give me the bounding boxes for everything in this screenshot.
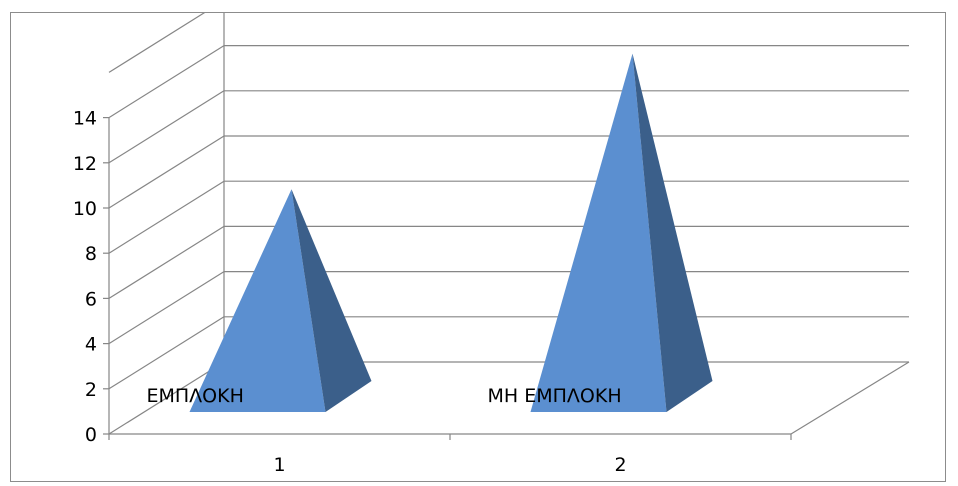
grid-layer [103, 13, 910, 440]
y-tick-label: 14 [73, 108, 97, 130]
pyramid-chart: 0 2 4 6 8 10 12 14 ΕΜΠΛΟΚΗ 1 ΜΗ ΕΜΠΛΟΚΗ 2 [73, 13, 910, 476]
chart-frame: 0 2 4 6 8 10 12 14 ΕΜΠΛΟΚΗ 1 ΜΗ ΕΜΠΛΟΚΗ 2 [10, 12, 946, 482]
y-tick-label: 4 [85, 334, 97, 356]
y-tick-label: 2 [85, 379, 97, 401]
y-tick-label: 12 [73, 153, 97, 175]
pyramid-bar [530, 53, 713, 412]
side-gridline [108, 225, 225, 299]
pyramid-side-face [291, 189, 372, 412]
side-gridline [108, 13, 206, 73]
pyramid-front-face [530, 53, 667, 412]
x-tick-label: 1 [273, 454, 285, 476]
y-tick-label: 0 [85, 424, 97, 446]
pyramid-front-face [189, 189, 326, 412]
bars-layer [189, 53, 713, 412]
side-gridline [108, 135, 225, 209]
side-gridline [108, 271, 225, 345]
y-tick-label: 6 [85, 288, 97, 310]
y-tick-label: 8 [85, 243, 97, 265]
side-gridline [108, 90, 225, 164]
side-gridline [108, 45, 225, 119]
pyramid-side-face [632, 53, 713, 412]
data-label: ΜΗ ΕΜΠΛΟΚΗ [488, 385, 622, 407]
y-tick-label: 10 [73, 198, 97, 220]
labels-layer: 0 2 4 6 8 10 12 14 ΕΜΠΛΟΚΗ 1 ΜΗ ΕΜΠΛΟΚΗ 2 [73, 108, 627, 476]
side-gridline [108, 316, 225, 390]
floor-right-edge [790, 361, 910, 435]
side-gridline [108, 180, 225, 254]
pyramid-bar [189, 189, 372, 412]
side-gridline [108, 361, 225, 435]
x-tick-label: 2 [614, 454, 626, 476]
data-label: ΕΜΠΛΟΚΗ [147, 385, 244, 407]
